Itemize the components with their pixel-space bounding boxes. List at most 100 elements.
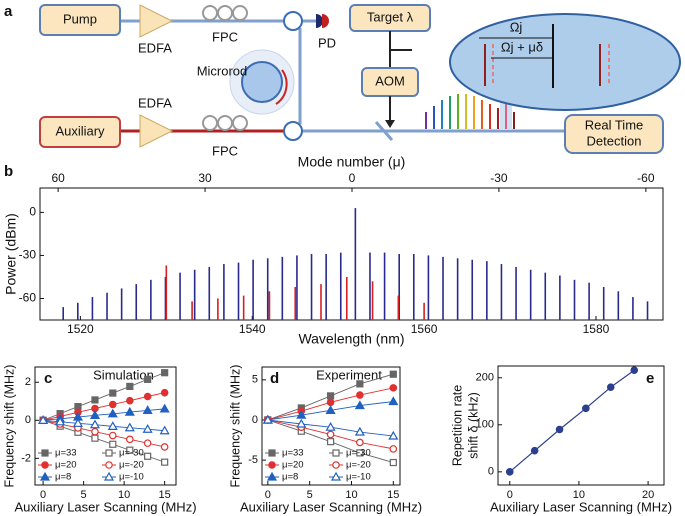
- label: Detection: [587, 133, 642, 148]
- x2-tick-label: -30: [490, 171, 508, 185]
- marker: [89, 410, 100, 419]
- marker: [505, 468, 514, 476]
- x-tick-label: 15: [159, 489, 171, 501]
- marker: [161, 369, 169, 377]
- marker: [108, 431, 117, 440]
- x-tick-label: 20: [642, 489, 654, 501]
- marker: [606, 383, 615, 391]
- legend-label: μ=8: [55, 472, 71, 483]
- marker: [89, 419, 100, 429]
- marker: [91, 434, 99, 442]
- label: Real Time: [585, 117, 644, 132]
- microrod-ring: [241, 61, 283, 103]
- y-tick-label: -2: [21, 452, 31, 464]
- subtitle: Experiment: [316, 367, 382, 382]
- marker: [326, 430, 335, 439]
- panel-label: d: [270, 370, 279, 387]
- label: FPC: [212, 143, 238, 158]
- detection-box: [564, 114, 664, 154]
- x2-tick-label: -60: [637, 171, 655, 185]
- x2-tick-label: 0: [349, 171, 356, 185]
- marker: [38, 415, 49, 424]
- y-tick-label: -5: [248, 454, 258, 466]
- label: Microrod: [197, 63, 248, 78]
- y-tick-label: 2: [25, 376, 31, 388]
- marker: [630, 366, 639, 375]
- marker: [555, 425, 564, 434]
- marker: [142, 405, 153, 414]
- beam-splitter: [374, 121, 394, 141]
- marker: [354, 400, 365, 410]
- amplifier: [139, 114, 174, 148]
- marker: [126, 382, 134, 391]
- circulator: [283, 11, 303, 31]
- marker: [582, 404, 590, 413]
- photodetector: [316, 14, 323, 28]
- series-line: [509, 369, 635, 473]
- legend-label: μ=-10: [346, 472, 371, 483]
- x-tick-label: 0: [507, 489, 513, 501]
- legend-marker: [266, 471, 278, 481]
- amplifier: [139, 4, 174, 38]
- setup-diagram: [39, 4, 681, 154]
- label: Ωj: [510, 19, 523, 34]
- label: EDFA: [138, 40, 172, 55]
- marker: [55, 416, 66, 426]
- marker: [126, 396, 134, 405]
- circulator: [283, 121, 303, 141]
- marker: [326, 392, 335, 400]
- marker: [389, 384, 398, 392]
- marker: [160, 443, 169, 451]
- y-axis-title: Frequency shift (MHz): [228, 365, 242, 488]
- x-tick-label: 10: [345, 489, 357, 501]
- legend-label: μ=-30: [346, 448, 371, 459]
- marker: [356, 391, 364, 399]
- x-tick-label: 0: [265, 489, 271, 501]
- marker: [326, 438, 335, 446]
- marker: [107, 421, 118, 430]
- legend-marker: [41, 449, 49, 457]
- legend-marker: [105, 449, 113, 457]
- marker: [108, 400, 117, 409]
- x-axis-title: Wavelength (nm): [298, 331, 404, 347]
- x-tick-label: 1540: [239, 322, 266, 336]
- marker: [530, 446, 539, 455]
- y-tick-label: 100: [476, 419, 494, 431]
- x-tick-label: 5: [81, 489, 87, 501]
- label: PD: [318, 35, 336, 50]
- y-tick-label: -60: [19, 291, 37, 305]
- marker: [109, 440, 117, 448]
- comb-sketch: [425, 94, 515, 129]
- y-tick-label: 5: [252, 374, 258, 386]
- label: EDFA: [138, 95, 172, 110]
- marker: [126, 446, 134, 454]
- x-tick-label: 5: [307, 489, 313, 501]
- marker: [143, 439, 152, 447]
- fpc-loops: [202, 5, 248, 131]
- legend-marker: [330, 471, 342, 481]
- marker: [388, 430, 399, 440]
- x-tick-label: 1520: [67, 322, 94, 336]
- auxiliary-box: [39, 116, 121, 148]
- marker: [91, 427, 99, 436]
- pump-box: [39, 4, 121, 36]
- x-tick-label: 1560: [411, 322, 438, 336]
- y-axis-title: shift δ (kHz): [466, 392, 480, 459]
- marker: [296, 418, 307, 428]
- legend-label: μ=-30: [119, 448, 144, 459]
- panel-label: c: [44, 370, 52, 387]
- arrowhead: [385, 120, 395, 128]
- marker: [124, 422, 135, 432]
- y-axis-title: Frequency shift (MHz): [2, 365, 16, 488]
- legend-label: μ=20: [282, 460, 304, 471]
- marker: [107, 408, 118, 418]
- marker: [356, 449, 364, 457]
- legend-marker: [332, 449, 340, 457]
- y-tick-label: 0: [488, 466, 494, 478]
- x2-axis-title: Mode number (μ): [298, 154, 406, 170]
- marker: [144, 452, 152, 460]
- label: Ωj + μδ: [501, 39, 543, 54]
- legend-label: μ=-20: [119, 460, 144, 471]
- legend-marker: [103, 471, 115, 481]
